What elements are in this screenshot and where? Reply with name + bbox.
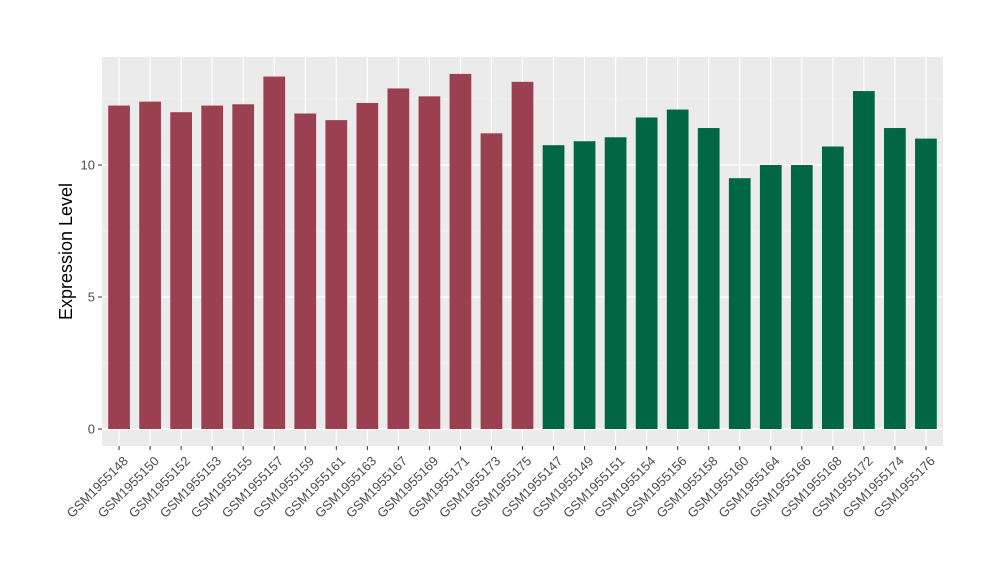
y-axis: 0 5 10 (81, 158, 102, 437)
bar-GSM1955152 (170, 112, 192, 429)
bar-GSM1955160 (728, 178, 751, 429)
bar-GSM1955161 (325, 120, 348, 430)
bar-GSM1955176 (915, 138, 937, 429)
bar-GSM1955167 (387, 88, 410, 429)
bar-GSM1955154 (635, 117, 658, 429)
x-axis: GSM1955148GSM1955150GSM1955152GSM1955153… (64, 446, 938, 521)
bar-GSM1955147 (542, 145, 565, 429)
y-tick-label: 0 (88, 422, 95, 437)
y-tick-label: 5 (88, 290, 95, 305)
bar-GSM1955171 (449, 73, 472, 430)
bar-GSM1955174 (884, 128, 906, 430)
bar-GSM1955157 (263, 76, 286, 429)
bar-GSM1955168 (821, 146, 844, 429)
bar-GSM1955156 (666, 109, 689, 429)
bar-GSM1955169 (418, 96, 441, 430)
bar-GSM1955173 (480, 133, 503, 429)
bar-GSM1955172 (853, 91, 875, 429)
bar-GSM1955163 (356, 102, 379, 430)
bar-GSM1955155 (232, 104, 255, 429)
bar-GSM1955148 (108, 105, 130, 429)
bar-GSM1955158 (697, 128, 720, 430)
bar-GSM1955175 (511, 81, 534, 429)
y-axis-label: Expression Level (56, 183, 76, 320)
bar-GSM1955153 (201, 105, 224, 429)
bar-GSM1955164 (759, 165, 782, 429)
bar-GSM1955151 (604, 137, 627, 429)
bar-GSM1955150 (139, 101, 161, 429)
bar-GSM1955166 (790, 165, 813, 429)
bar-GSM1955149 (573, 141, 596, 430)
bar-GSM1955159 (294, 113, 317, 430)
y-tick-label: 10 (81, 158, 95, 173)
bars (108, 73, 937, 430)
